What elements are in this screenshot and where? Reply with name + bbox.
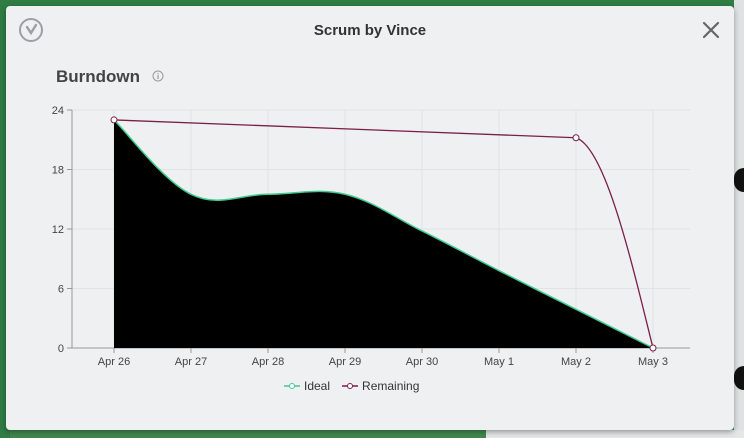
backdrop-top <box>0 0 744 8</box>
modal-title: Scrum by Vince <box>313 22 427 39</box>
ideal-line <box>113 119 654 349</box>
legend-marker-ideal <box>284 383 300 389</box>
legend-marker-remaining <box>342 383 359 389</box>
x-tick-label: Apr 30 <box>406 356 438 368</box>
info-icon[interactable] <box>152 70 164 82</box>
remaining-point <box>649 344 657 352</box>
legend-label-remaining: Remaining <box>362 379 420 393</box>
y-tick-label: 12 <box>52 224 64 236</box>
x-tick-label: May 1 <box>484 356 514 368</box>
modal-dialog: Scrum by Vince Burndown 0 6 12 18 24 Apr 26 Ap… <box>6 6 734 430</box>
backdrop-avatar <box>734 168 744 192</box>
app-logo-icon <box>19 18 43 42</box>
remaining-line <box>113 119 654 349</box>
close-icon[interactable] <box>699 18 723 42</box>
x-tick-label: Apr 29 <box>329 356 361 368</box>
x-tick-label: May 3 <box>638 356 668 368</box>
remaining-point <box>110 116 118 124</box>
y-tick-label: 18 <box>52 165 64 177</box>
backdrop-right <box>734 0 744 438</box>
chart-legend: Ideal Remaining <box>284 379 419 393</box>
legend-label-ideal: Ideal <box>304 379 331 393</box>
legend-item-ideal[interactable]: Ideal <box>284 379 330 393</box>
backdrop-avatar <box>734 366 744 390</box>
backdrop-left <box>0 0 10 438</box>
x-tick-label: Apr 28 <box>252 356 284 368</box>
backdrop-bottom <box>486 430 744 438</box>
remaining-point <box>572 134 580 142</box>
x-tick-label: May 2 <box>561 356 591 368</box>
legend-item-remaining[interactable]: Remaining <box>342 379 419 393</box>
y-tick-label: 24 <box>52 105 64 117</box>
y-tick-label: 0 <box>58 343 64 355</box>
x-tick-label: Apr 27 <box>175 356 207 368</box>
y-tick-label: 6 <box>58 284 64 296</box>
x-tick-label: Apr 26 <box>98 356 130 368</box>
ideal-area <box>114 119 653 349</box>
section-title: Burndown <box>56 67 141 86</box>
burndown-chart: 0 6 12 18 24 Apr 26 Apr 27 Apr 28 Apr 29 Apr 30 Ma… <box>52 105 690 368</box>
